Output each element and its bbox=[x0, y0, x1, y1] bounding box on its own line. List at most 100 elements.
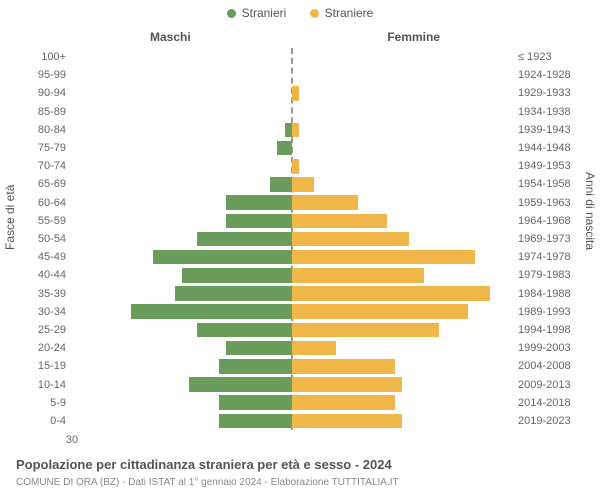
bar-female bbox=[292, 341, 336, 356]
y-axis-title-age: Fasce di età bbox=[3, 185, 17, 250]
y-label-birth: 1969-1973 bbox=[518, 233, 571, 245]
y-label-birth: ≤ 1923 bbox=[518, 51, 552, 63]
y-label-birth: 1959-1963 bbox=[518, 197, 571, 209]
y-label-birth: 1974-1978 bbox=[518, 251, 571, 263]
bar-male bbox=[219, 414, 292, 429]
y-label-age: 20-24 bbox=[38, 342, 66, 354]
pyramid-row bbox=[72, 266, 512, 284]
legend-item-female: Straniere bbox=[310, 6, 374, 20]
pyramid-row bbox=[72, 394, 512, 412]
chart-title: Popolazione per cittadinanza straniera p… bbox=[16, 457, 392, 472]
y-label-birth: 1999-2003 bbox=[518, 342, 571, 354]
bar-female bbox=[292, 323, 439, 338]
pyramid-row bbox=[72, 194, 512, 212]
pyramid-row bbox=[72, 157, 512, 175]
pyramid-row bbox=[72, 121, 512, 139]
y-label-age: 0-4 bbox=[50, 415, 66, 427]
bar-female bbox=[292, 177, 314, 192]
chart-subtitle: COMUNE DI ORA (BZ) - Dati ISTAT al 1° ge… bbox=[16, 477, 399, 488]
y-label-age: 50-54 bbox=[38, 233, 66, 245]
y-label-birth: 1924-1928 bbox=[518, 69, 571, 81]
y-label-age: 5-9 bbox=[50, 397, 66, 409]
y-label-age: 75-79 bbox=[38, 142, 66, 154]
y-label-age: 80-84 bbox=[38, 124, 66, 136]
bar-female bbox=[292, 86, 299, 101]
column-title-male: Maschi bbox=[150, 30, 191, 44]
y-label-birth: 1934-1938 bbox=[518, 106, 571, 118]
pyramid-row bbox=[72, 357, 512, 375]
legend-label-male: Stranieri bbox=[242, 6, 287, 20]
pyramid-row bbox=[72, 175, 512, 193]
x-tick: 30 bbox=[66, 434, 78, 446]
bar-female bbox=[292, 414, 402, 429]
bar-male bbox=[197, 323, 292, 338]
pyramid-row bbox=[72, 103, 512, 121]
bar-female bbox=[292, 304, 468, 319]
y-label-age: 10-14 bbox=[38, 379, 66, 391]
y-label-age: 65-69 bbox=[38, 178, 66, 190]
bar-female bbox=[292, 232, 409, 247]
y-label-age: 30-34 bbox=[38, 306, 66, 318]
y-label-age: 100+ bbox=[41, 51, 66, 63]
y-label-birth: 1964-1968 bbox=[518, 215, 571, 227]
column-title-female: Femmine bbox=[387, 30, 440, 44]
y-label-age: 70-74 bbox=[38, 160, 66, 172]
pyramid-row bbox=[72, 303, 512, 321]
bar-male bbox=[175, 286, 292, 301]
bar-male bbox=[153, 250, 292, 265]
legend-item-male: Stranieri bbox=[227, 6, 287, 20]
bar-female bbox=[292, 159, 299, 174]
y-label-age: 60-64 bbox=[38, 197, 66, 209]
bar-male bbox=[285, 123, 292, 138]
pyramid-row bbox=[72, 284, 512, 302]
bar-male bbox=[182, 268, 292, 283]
y-label-birth: 1929-1933 bbox=[518, 87, 571, 99]
bar-male bbox=[226, 341, 292, 356]
y-label-age: 35-39 bbox=[38, 288, 66, 300]
bar-male bbox=[131, 304, 292, 319]
pyramid-row bbox=[72, 212, 512, 230]
y-label-age: 85-89 bbox=[38, 106, 66, 118]
y-label-age: 95-99 bbox=[38, 69, 66, 81]
y-label-birth: 1949-1953 bbox=[518, 160, 571, 172]
y-label-age: 55-59 bbox=[38, 215, 66, 227]
pyramid-row bbox=[72, 248, 512, 266]
bar-male bbox=[226, 195, 292, 210]
x-axis: 30 bbox=[72, 434, 512, 448]
legend-label-female: Straniere bbox=[325, 6, 374, 20]
bar-male bbox=[219, 359, 292, 374]
bar-male bbox=[270, 177, 292, 192]
pyramid-row bbox=[72, 339, 512, 357]
plot-area bbox=[72, 48, 512, 430]
y-label-birth: 2004-2008 bbox=[518, 360, 571, 372]
y-label-age: 15-19 bbox=[38, 360, 66, 372]
y-label-age: 90-94 bbox=[38, 87, 66, 99]
legend: Stranieri Straniere bbox=[0, 6, 600, 21]
bar-female bbox=[292, 377, 402, 392]
pyramid-row bbox=[72, 48, 512, 66]
bar-male bbox=[197, 232, 292, 247]
pyramid-row bbox=[72, 230, 512, 248]
pyramid-row bbox=[72, 66, 512, 84]
bar-male bbox=[189, 377, 292, 392]
pyramid-row bbox=[72, 84, 512, 102]
y-label-birth: 1989-1993 bbox=[518, 306, 571, 318]
y-label-birth: 2019-2023 bbox=[518, 415, 571, 427]
y-label-birth: 1994-1998 bbox=[518, 324, 571, 336]
legend-dot-icon bbox=[310, 9, 319, 18]
y-label-birth: 1939-1943 bbox=[518, 124, 571, 136]
y-label-birth: 1979-1983 bbox=[518, 269, 571, 281]
y-label-age: 40-44 bbox=[38, 269, 66, 281]
bar-male bbox=[277, 141, 292, 156]
y-label-age: 25-29 bbox=[38, 324, 66, 336]
bar-female bbox=[292, 214, 387, 229]
pyramid-row bbox=[72, 321, 512, 339]
y-label-birth: 2014-2018 bbox=[518, 397, 571, 409]
y-label-birth: 1954-1958 bbox=[518, 178, 571, 190]
y-label-birth: 2009-2013 bbox=[518, 379, 571, 391]
bar-female bbox=[292, 195, 358, 210]
y-label-birth: 1944-1948 bbox=[518, 142, 571, 154]
y-axis-title-birth: Anni di nascita bbox=[583, 172, 597, 250]
bar-female bbox=[292, 123, 299, 138]
pyramid-row bbox=[72, 375, 512, 393]
